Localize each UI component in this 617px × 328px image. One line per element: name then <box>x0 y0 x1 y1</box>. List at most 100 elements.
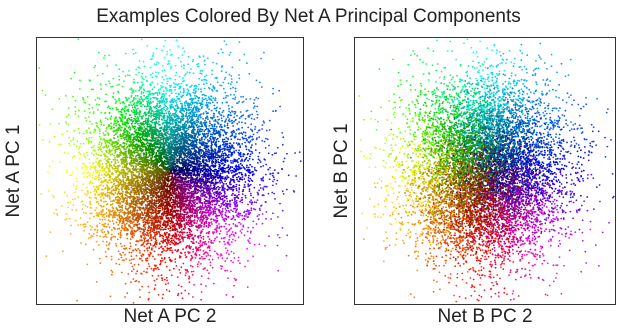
scatter-point <box>72 138 74 141</box>
scatter-point <box>135 120 138 122</box>
scatter-point <box>166 242 169 245</box>
scatter-point <box>170 274 173 277</box>
scatter-point <box>99 218 101 221</box>
scatter-point <box>113 134 116 137</box>
scatter-point <box>102 132 105 135</box>
scatter-point <box>115 124 117 127</box>
scatter-point <box>163 94 166 96</box>
scatter-point <box>187 292 190 295</box>
scatter-point <box>51 108 54 111</box>
scatter-point <box>218 240 221 243</box>
scatter-point <box>99 83 102 86</box>
scatter-point <box>147 97 149 100</box>
scatter-point <box>96 122 98 125</box>
scatter-point <box>90 197 92 199</box>
scatter-point <box>259 209 261 212</box>
scatter-point <box>124 115 126 118</box>
scatter-point <box>148 107 151 110</box>
scatter-point <box>205 214 207 217</box>
scatter-point <box>108 54 111 57</box>
scatter-point <box>47 190 50 192</box>
scatter-point <box>88 127 90 130</box>
scatter-point <box>119 231 122 234</box>
scatter-point <box>240 132 243 134</box>
scatter-point <box>200 130 203 133</box>
scatter-point <box>272 176 275 179</box>
scatter-point <box>58 161 61 163</box>
scatter-point <box>76 180 78 183</box>
scatter-point <box>248 158 251 160</box>
scatter-point <box>230 75 233 77</box>
scatter-point <box>287 174 290 177</box>
scatter-point <box>252 102 255 105</box>
scatter-point <box>208 258 211 261</box>
scatter-point <box>244 141 247 144</box>
scatter-point <box>134 248 137 251</box>
scatter-point <box>232 125 235 127</box>
scatter-point <box>75 188 78 191</box>
scatter-point <box>224 211 227 214</box>
scatter-point <box>145 234 148 237</box>
scatter-point <box>153 86 156 89</box>
scatter-point <box>232 192 234 195</box>
scatter-point <box>182 115 185 117</box>
scatter-point <box>191 181 194 184</box>
scatter-point <box>211 170 214 172</box>
scatter-point <box>102 185 105 187</box>
scatter-point <box>257 218 260 221</box>
scatter-point <box>185 219 188 221</box>
scatter-point <box>188 281 191 284</box>
scatter-point <box>134 132 137 134</box>
scatter-point <box>232 238 234 241</box>
scatter-point <box>143 240 146 243</box>
scatter-point <box>242 224 245 227</box>
scatter-point <box>120 129 122 132</box>
scatter-point <box>133 96 135 99</box>
scatter-point <box>95 191 98 194</box>
scatter-point <box>106 65 109 67</box>
scatter-point <box>205 104 207 106</box>
scatter-point <box>97 193 100 196</box>
scatter-point <box>132 221 135 223</box>
scatter-point <box>145 113 148 116</box>
scatter-point <box>247 211 250 213</box>
scatter-point <box>174 193 177 196</box>
scatter-point <box>183 67 185 69</box>
scatter-point <box>190 224 193 226</box>
scatter-point <box>48 165 51 168</box>
scatter-point <box>157 268 160 271</box>
scatter-point <box>109 198 111 200</box>
scatter-point <box>227 166 230 169</box>
scatter-point <box>130 186 133 189</box>
scatter-point <box>229 270 232 273</box>
scatter-point <box>166 117 169 119</box>
scatter-point <box>169 49 172 51</box>
scatter-point <box>238 180 241 183</box>
scatter-point <box>194 257 197 259</box>
scatter-point <box>177 137 180 139</box>
scatter-point <box>184 289 187 292</box>
scatter-point <box>140 255 143 258</box>
scatter-point <box>169 227 172 230</box>
scatter-point <box>75 185 78 188</box>
scatter-point <box>148 159 151 162</box>
scatter-point <box>207 189 210 192</box>
scatter-point <box>169 100 171 103</box>
scatter-point <box>166 80 169 83</box>
scatter-point <box>127 171 129 173</box>
scatter-point <box>231 296 234 298</box>
scatter-point <box>197 118 200 120</box>
scatter-point <box>213 133 216 135</box>
scatter-point <box>281 227 284 229</box>
scatter-point <box>167 282 170 285</box>
scatter-point <box>132 249 135 252</box>
scatter-point <box>107 191 109 194</box>
scatter-point <box>83 101 85 104</box>
scatter-point <box>106 106 109 109</box>
scatter-point <box>234 118 237 121</box>
scatter-point <box>108 165 111 168</box>
scatter-point <box>106 164 108 167</box>
scatter-point <box>100 195 102 198</box>
scatter-point <box>272 110 274 113</box>
scatter-point <box>144 111 146 114</box>
